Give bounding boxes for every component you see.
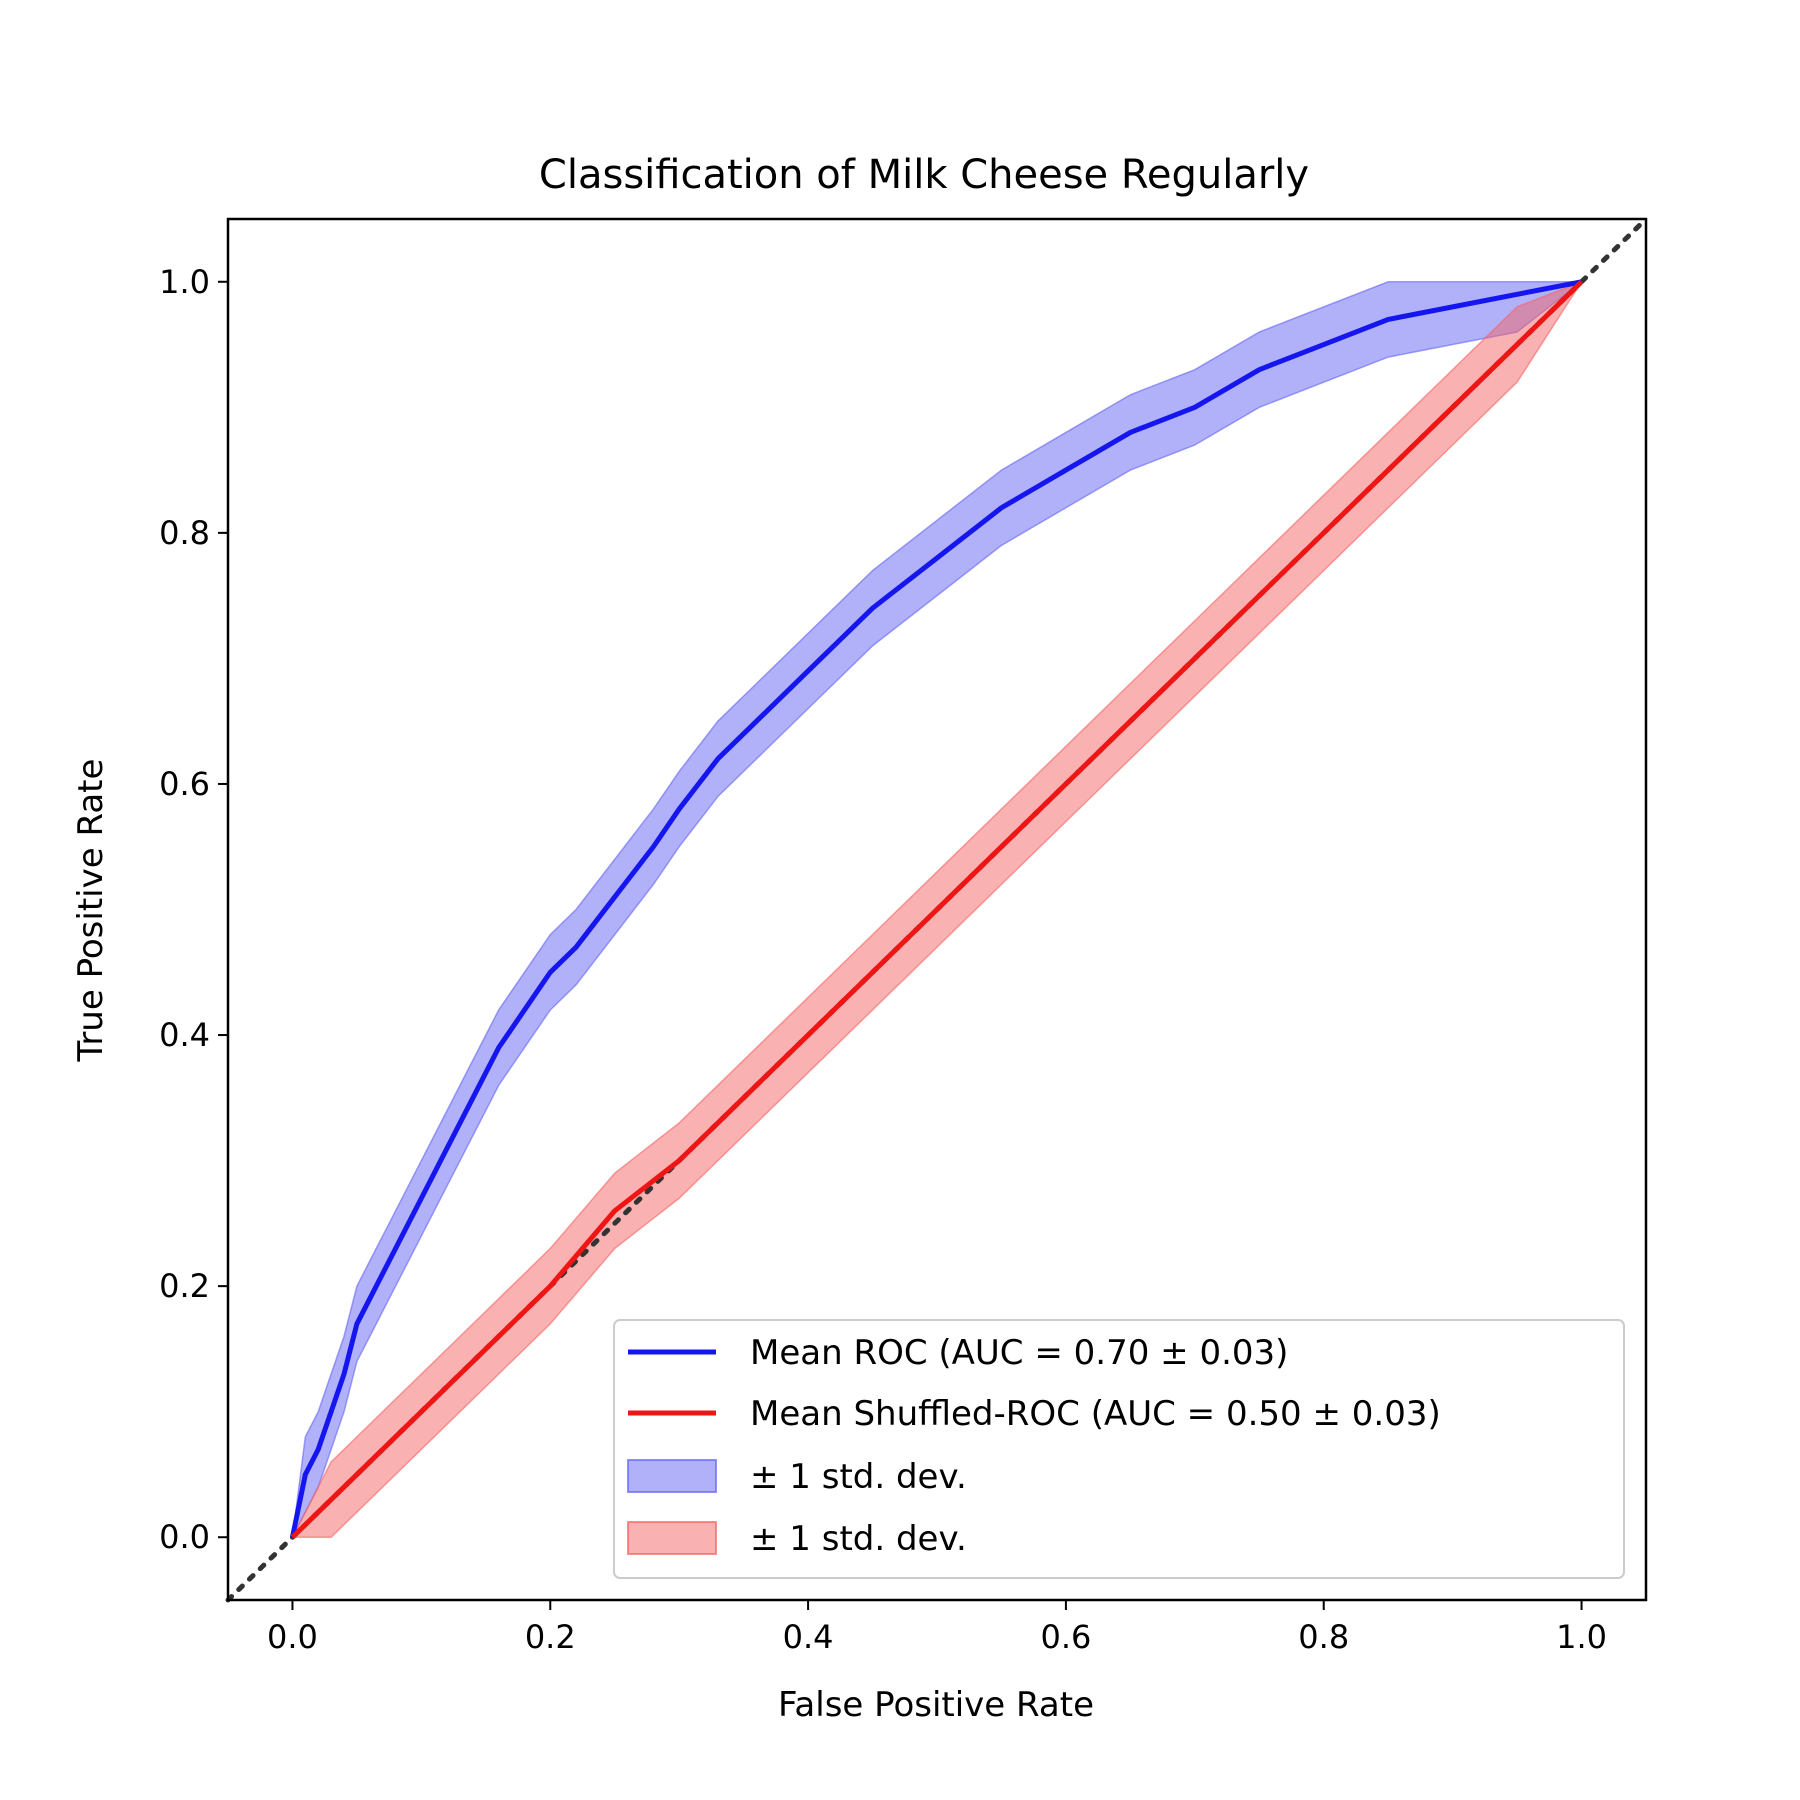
x-tick-label-1-0: 1.0 [1556, 1618, 1607, 1656]
legend-swatch-std-band-red [627, 1521, 717, 1555]
x-tick-label-0-4: 0.4 [783, 1618, 834, 1656]
x-tick-label-0-6: 0.6 [1040, 1618, 1091, 1656]
y-tick-label-0-6: 0.6 [159, 765, 210, 803]
series-line-mean-roc [290, 279, 1583, 1538]
x-axis-label: False Positive Rate [778, 1685, 1094, 1725]
legend-swatch-std-band-blue [627, 1459, 717, 1493]
plot-frame [226, 217, 1648, 1602]
chart-title: Classification of Milk Cheese Regularly [539, 152, 1309, 198]
legend-box [613, 1319, 1625, 1579]
axis-ticks: 0.0 0.2 0.4 0.6 0.8 1.0 0.0 0.2 0.4 0.6 0.8 1.0 [159, 263, 1607, 1656]
x-tick-label-0-8: 0.8 [1298, 1618, 1349, 1656]
y-tick-label-0-8: 0.8 [159, 514, 210, 552]
y-tick-label-1-0: 1.0 [159, 263, 210, 301]
x-tick-label-0-0: 0.0 [267, 1618, 318, 1656]
y-tick-label-0-2: 0.2 [159, 1267, 210, 1305]
legend: Mean ROC (AUC = 0.70 ± 0.03) Mean Shuffl… [613, 1319, 1625, 1579]
y-tick-label-0-0: 0.0 [159, 1518, 210, 1556]
legend-label-std-band-red: ± 1 std. dev. [750, 1519, 967, 1559]
legend-label-std-band-blue: ± 1 std. dev. [750, 1457, 967, 1497]
series-line-mean-shuffled-roc [290, 279, 1584, 1540]
legend-label-mean-roc: Mean ROC (AUC = 0.70 ± 0.03) [750, 1333, 1288, 1373]
y-axis-label: True Positive Rate [71, 759, 111, 1063]
legend-label-mean-shuffled-roc: Mean Shuffled-ROC (AUC = 0.50 ± 0.03) [750, 1394, 1441, 1434]
x-tick-label-0-2: 0.2 [525, 1618, 576, 1656]
plot-area [225, 216, 1649, 1603]
y-tick-label-0-4: 0.4 [159, 1016, 210, 1054]
